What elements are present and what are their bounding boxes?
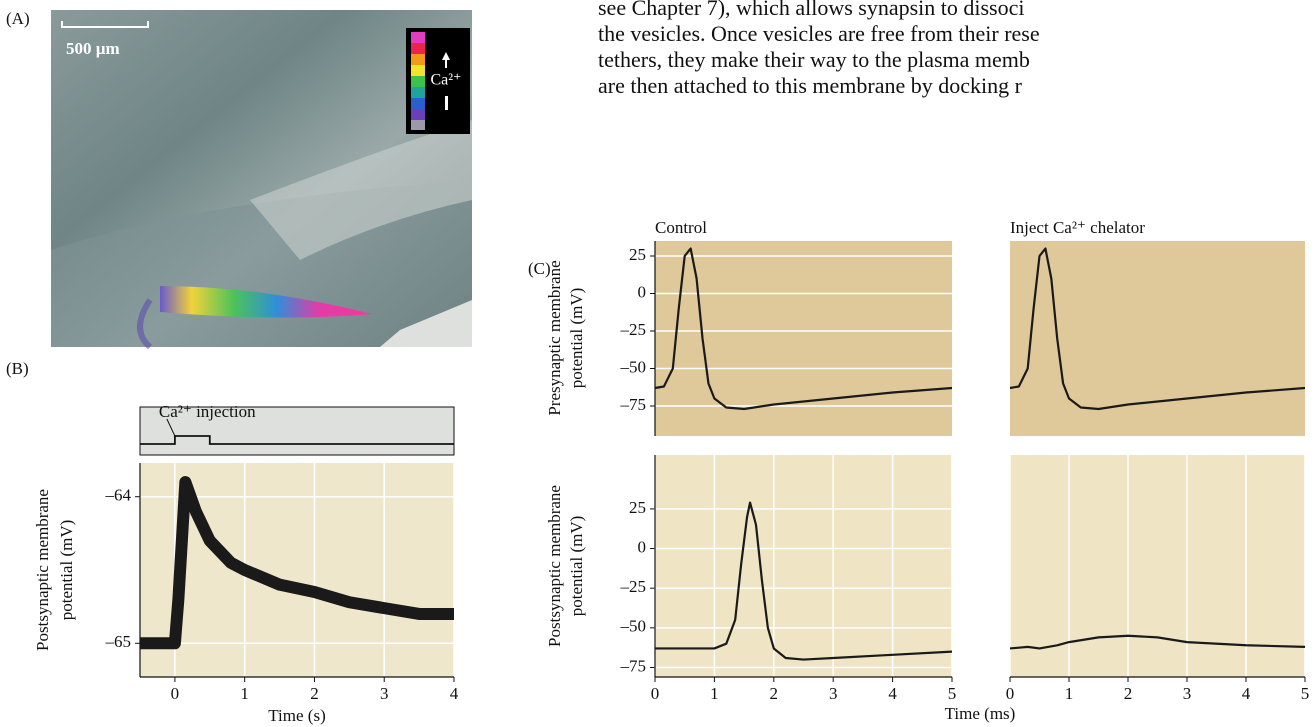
stimulus-leader xyxy=(166,418,176,437)
arrow-low xyxy=(445,96,448,110)
x-tick-label: 1 xyxy=(240,684,249,703)
x-axis-label: Time (ms) xyxy=(945,704,1016,723)
trace xyxy=(140,476,454,650)
x-tick-label: 0 xyxy=(651,684,660,703)
plot-area xyxy=(655,241,952,436)
x-axis-label: Time (s) xyxy=(268,706,325,725)
y-tick-label: –75 xyxy=(620,395,647,414)
key-swatch xyxy=(411,65,425,76)
x-tick-label: 2 xyxy=(310,684,319,703)
plot-area xyxy=(655,455,952,677)
trace xyxy=(1009,634,1306,650)
y-tick-label: –50 xyxy=(620,357,647,376)
panel-label: (C) xyxy=(528,259,551,278)
chart-title: Control xyxy=(655,218,707,237)
key-swatch xyxy=(411,87,425,98)
x-tick-label: 3 xyxy=(380,684,389,703)
y-tick-label: 0 xyxy=(638,282,647,301)
key-swatch xyxy=(411,120,425,130)
y-axis-label: Presynaptic membrane xyxy=(545,260,564,415)
arrow-up xyxy=(442,52,450,68)
stimulus-trace xyxy=(140,435,454,445)
key-swatch xyxy=(411,32,425,43)
scale-label: 500 µm xyxy=(66,39,120,58)
y-axis-label: Postsynaptic membrane xyxy=(33,489,52,651)
x-tick-label: 3 xyxy=(829,684,838,703)
y-tick-label: –64 xyxy=(105,486,132,505)
stimulus-label: Ca²⁺ injection xyxy=(159,402,256,421)
micrograph: 500 µm Ca²⁺ xyxy=(51,10,472,350)
y-tick-label: –25 xyxy=(620,320,647,339)
x-tick-label: 5 xyxy=(948,684,957,703)
y-tick-label: 25 xyxy=(629,498,646,517)
x-tick-label: 5 xyxy=(1301,684,1310,703)
key-swatch xyxy=(411,76,425,87)
body-text-line: are then attached to this membrane by do… xyxy=(598,73,1023,98)
y-tick-label: 25 xyxy=(629,245,646,264)
body-text-line: tethers, they make their way to the plas… xyxy=(598,47,1030,72)
stimulus-area xyxy=(139,406,455,456)
body-text-block: see Chapter 7), which allows synapsin to… xyxy=(598,0,1040,98)
y-axis-label: Postsynaptic membrane xyxy=(545,485,564,647)
trace xyxy=(1009,247,1306,411)
calcium-signal xyxy=(160,286,372,318)
body-text-line: see Chapter 7), which allows synapsin to… xyxy=(598,0,1025,20)
trace xyxy=(654,247,953,411)
y-tick-label: –50 xyxy=(620,617,647,636)
tissue xyxy=(380,300,472,347)
y-axis-label: potential (mV) xyxy=(567,516,586,617)
x-tick-label: 2 xyxy=(770,684,779,703)
x-tick-label: 1 xyxy=(710,684,719,703)
x-tick-label: 3 xyxy=(1183,684,1192,703)
y-axis-label: potential (mV) xyxy=(57,520,76,621)
key-swatch xyxy=(411,109,425,120)
y-tick-label: 0 xyxy=(638,537,647,556)
x-tick-label: 4 xyxy=(1242,684,1251,703)
y-axis-label: potential (mV) xyxy=(567,288,586,389)
charts: –65 –64 0 1 2 3 4 Time (s) Postsynaptic membrane… xyxy=(33,218,1309,725)
key-label: Ca²⁺ xyxy=(430,72,461,89)
x-tick-label: 2 xyxy=(1124,684,1133,703)
tissue xyxy=(250,120,472,260)
panel-label: (B) xyxy=(6,359,29,378)
x-tick-label: 1 xyxy=(1065,684,1074,703)
key-swatch xyxy=(411,54,425,65)
trace xyxy=(655,501,953,661)
key-swatch xyxy=(411,98,425,109)
body-text-line: the vesicles. Once vesicles are free fro… xyxy=(598,21,1040,46)
x-tick-label: 4 xyxy=(450,684,459,703)
calcium-signal xyxy=(137,298,153,350)
plot-area xyxy=(1010,241,1305,436)
x-tick-label: 0 xyxy=(1006,684,1015,703)
y-tick-label: –25 xyxy=(620,577,647,596)
panel-label: (A) xyxy=(6,9,30,28)
y-tick-label: –65 xyxy=(105,632,132,651)
y-tick-label: –75 xyxy=(620,656,647,675)
key-swatch xyxy=(411,43,425,54)
chart-title: Inject Ca²⁺ chelator xyxy=(1010,218,1145,237)
color-key-strip xyxy=(411,32,425,130)
x-tick-label: 0 xyxy=(171,684,180,703)
x-tick-label: 4 xyxy=(888,684,897,703)
plot-area xyxy=(1010,455,1305,677)
